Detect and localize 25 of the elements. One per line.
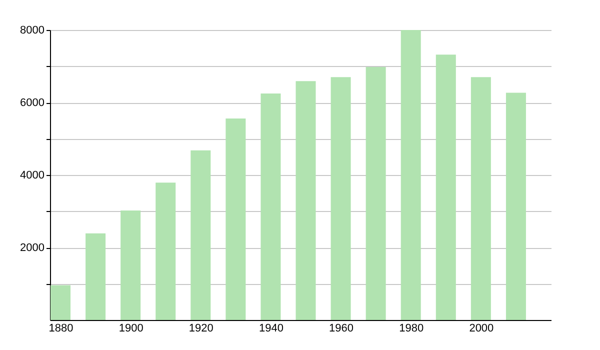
bar [190,150,211,320]
bar [330,77,351,320]
x-tick-label: 1900 [118,322,144,334]
bar [120,210,141,320]
x-tick-label: 1960 [329,322,354,334]
x-tick-label: 1920 [188,322,214,334]
x-tick-label: 2000 [469,322,494,334]
bar [86,233,106,320]
bar [400,30,421,320]
y-tick-label: 6000 [20,97,44,109]
x-tick-label: 1980 [399,322,424,334]
y-tick-label: 8000 [20,24,44,36]
x-tick-label: 1880 [48,322,74,334]
bar [506,92,526,320]
bar [50,285,71,320]
bar [366,66,386,320]
x-tick-label: 1940 [258,322,284,334]
bar [436,54,456,320]
y-tick-label: 4000 [20,170,44,182]
y-tick-label: 2000 [20,242,44,254]
bar [156,182,176,320]
bar [296,81,316,320]
bar [226,118,246,320]
bar [260,93,281,320]
bar [470,77,491,320]
